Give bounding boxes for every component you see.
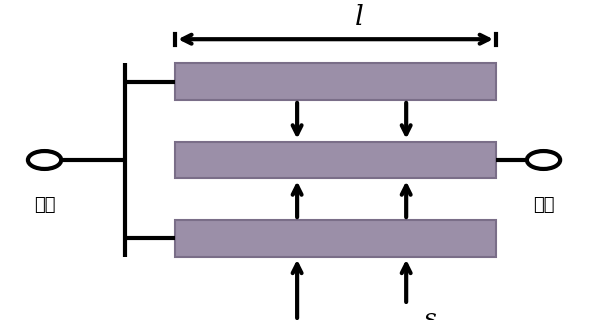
FancyBboxPatch shape <box>175 220 496 257</box>
Circle shape <box>28 151 61 169</box>
Circle shape <box>527 151 560 169</box>
Text: 输出: 输出 <box>533 196 554 214</box>
Text: 输入: 输入 <box>34 196 55 214</box>
FancyBboxPatch shape <box>175 63 496 100</box>
FancyBboxPatch shape <box>175 141 496 179</box>
Text: s: s <box>424 308 437 320</box>
Text: l: l <box>355 4 364 31</box>
